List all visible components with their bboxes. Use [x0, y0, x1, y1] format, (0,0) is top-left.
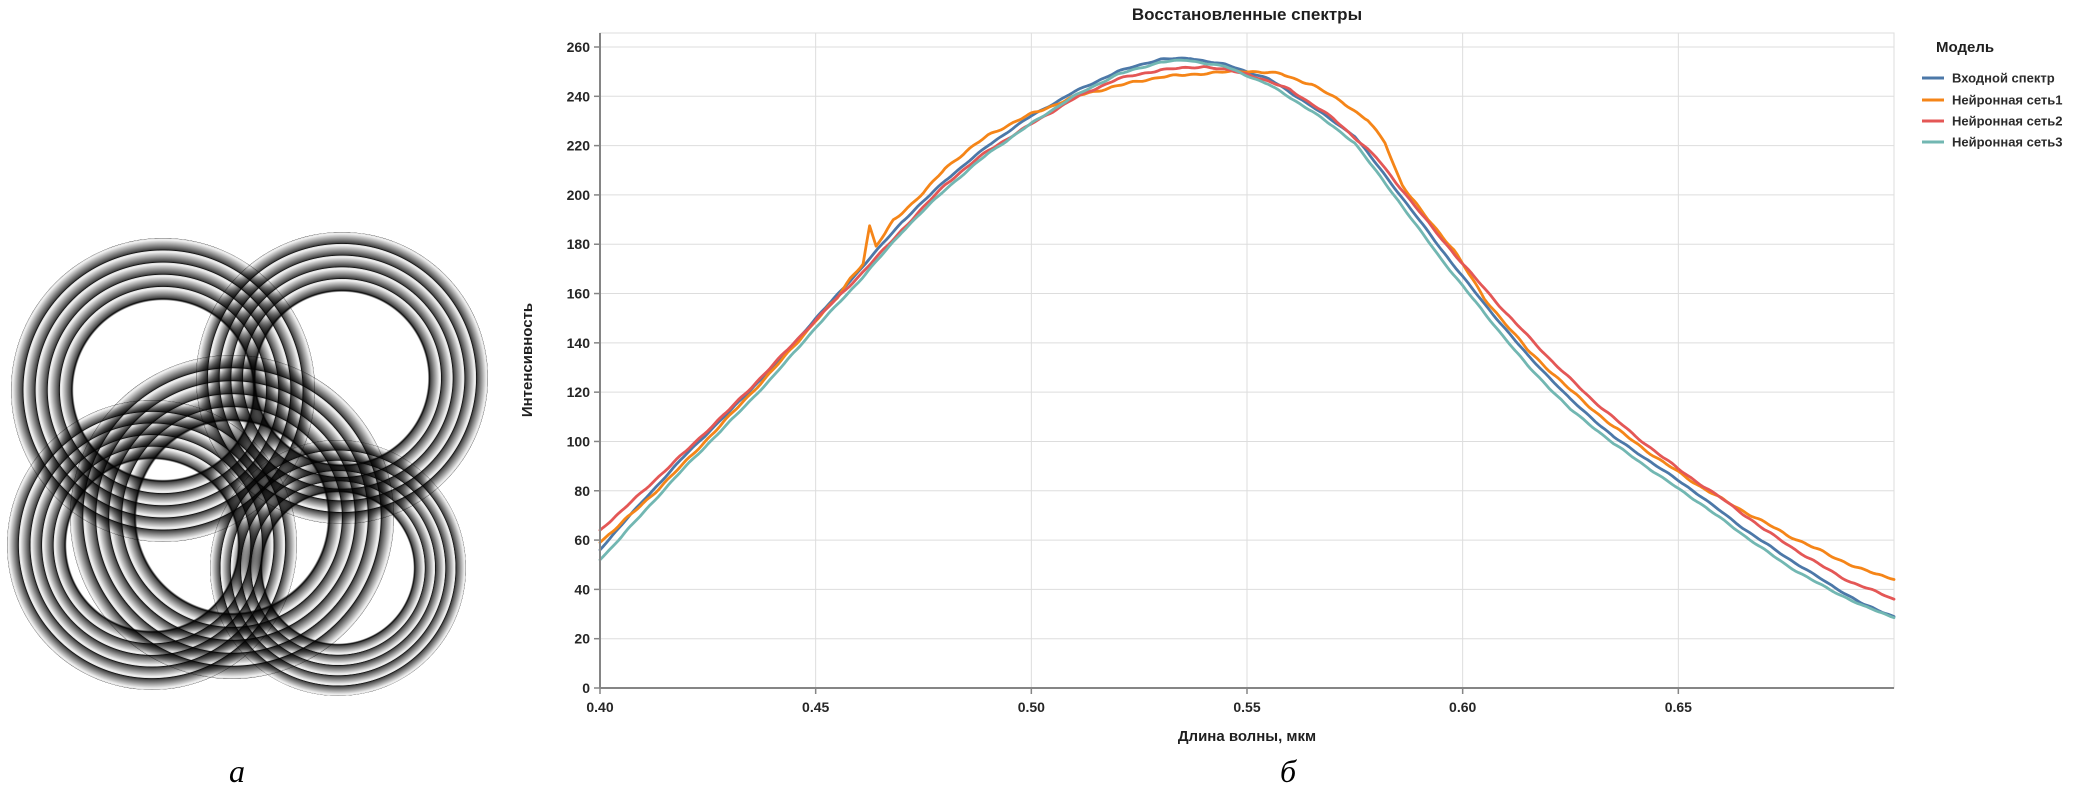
ring-pattern-panel: [7, 232, 488, 696]
chart-legend: Модель Входной спектр Нейронная сеть1 Нейр…: [1922, 39, 2063, 150]
chart-title: Восстановленные спектры: [1132, 5, 1362, 24]
x-tick-label: 0.50: [1018, 699, 1045, 715]
legend-item: Нейронная сеть3: [1922, 135, 2063, 150]
y-tick-label: 60: [574, 532, 590, 548]
ring-set-5: [210, 440, 466, 696]
y-tick-label: 260: [567, 39, 591, 55]
y-tick-label: 100: [567, 433, 591, 449]
x-axis-title: Длина волны, мкм: [1178, 728, 1316, 745]
legend-item: Нейронная сеть1: [1922, 93, 2063, 108]
chart-gridlines: [599, 33, 1894, 688]
y-tick-label: 80: [574, 483, 590, 499]
legend-title: Модель: [1936, 39, 1994, 56]
legend-item-label: Входной спектр: [1952, 71, 2055, 86]
legend-item-label: Нейронная сеть1: [1952, 93, 2063, 108]
y-tick-label: 180: [567, 236, 591, 252]
y-axis-title: Интенсивность: [519, 303, 536, 417]
series-line-4: [598, 58, 1896, 620]
y-tick-label: 40: [574, 581, 590, 597]
legend-items: Входной спектр Нейронная сеть1 Нейронная с…: [1922, 71, 2063, 150]
y-tick-label: 160: [567, 286, 591, 302]
y-tick-label: 140: [567, 335, 591, 351]
legend-item-label: Нейронная сеть3: [1952, 135, 2063, 150]
y-tick-label: 120: [567, 384, 591, 400]
series-line-3: [598, 65, 1896, 601]
spectra-chart: 0 20 40 60 80 100 120 140 160 180 200 220 240 260 0.40…: [519, 5, 2063, 745]
chart-series-lines: [598, 56, 1896, 620]
legend-item: Нейронная сеть2: [1922, 114, 2063, 129]
x-tick-label: 0.65: [1665, 699, 1692, 715]
y-tick-label: 200: [567, 187, 591, 203]
legend-item-label: Нейронная сеть2: [1952, 114, 2063, 129]
panel-a-label: а: [229, 753, 245, 789]
x-tick-label: 0.60: [1449, 699, 1476, 715]
x-tick-label: 0.45: [802, 699, 829, 715]
y-tick-label: 240: [567, 88, 591, 104]
legend-item: Входной спектр: [1922, 71, 2055, 86]
y-tick-label: 0: [582, 680, 590, 696]
panel-b-label: б: [1280, 753, 1297, 789]
y-tick-label: 20: [574, 631, 590, 647]
x-tick-label: 0.40: [586, 699, 613, 715]
y-tick-label: 220: [567, 138, 591, 154]
x-tick-label: 0.55: [1233, 699, 1260, 715]
chart-axes: 0 20 40 60 80 100 120 140 160 180 200 220 240 260 0.40…: [567, 33, 1894, 715]
